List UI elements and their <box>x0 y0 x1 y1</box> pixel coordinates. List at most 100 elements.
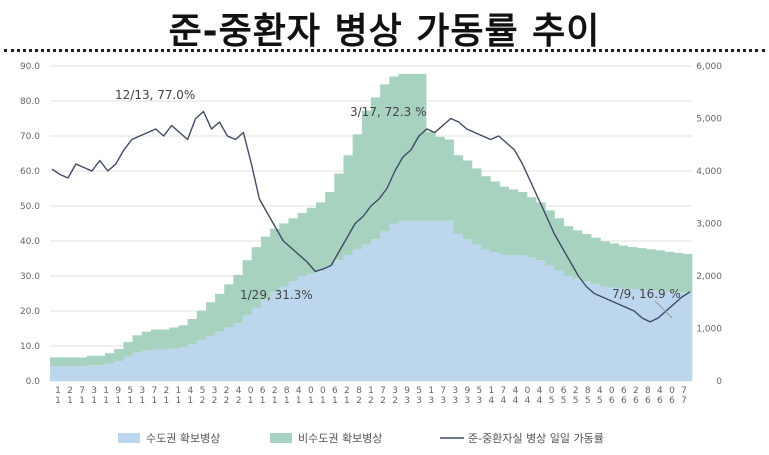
x-tick-label: 1 <box>188 396 194 406</box>
x-tick-label: 1 <box>248 396 254 406</box>
bar-capital-area <box>279 286 289 381</box>
x-tick-label: 4 <box>489 396 495 406</box>
y-left-tick-label: 70.0 <box>20 132 40 142</box>
legend-swatch <box>270 433 292 443</box>
y-right-tick-label: 1,000 <box>696 325 722 335</box>
bar-capital-area <box>288 281 299 381</box>
bar-non-capital-area <box>123 342 133 357</box>
x-tick-label: 4 <box>657 386 663 396</box>
bar-capital-area <box>435 220 445 381</box>
bar-non-capital-area <box>77 357 88 367</box>
bar-capital-area <box>361 244 372 381</box>
x-tick-label: 7 <box>501 386 507 396</box>
x-tick-label: 6 <box>621 386 627 396</box>
y-left-tick-label: 0.0 <box>26 377 41 387</box>
x-tick-label: 2 <box>573 386 579 396</box>
bar-non-capital-area <box>655 250 665 291</box>
bar-capital-area <box>453 234 464 381</box>
bar-capital-area <box>242 315 253 381</box>
annotation-leader <box>654 300 673 319</box>
y-left-tick-label: 60.0 <box>20 167 40 177</box>
bar-non-capital-area <box>224 284 234 328</box>
bar-capital-area <box>50 366 60 381</box>
x-tick-label: 8 <box>356 386 362 396</box>
x-tick-label: 6 <box>657 396 663 406</box>
bar-non-capital-area <box>260 236 271 300</box>
bar-capital-area <box>334 260 344 381</box>
bar-capital-area <box>536 260 546 381</box>
x-tick-label: 1 <box>55 386 61 396</box>
bar-non-capital-area <box>435 136 445 221</box>
bar-capital-area <box>563 276 574 381</box>
bar-capital-area <box>673 292 684 381</box>
y-left-tick-label: 40.0 <box>20 237 40 247</box>
x-tick-label: 0 <box>609 386 615 396</box>
x-tick-label: 5 <box>561 396 567 406</box>
bar-capital-area <box>609 287 620 381</box>
annotation-label: 3/17, 72.3 % <box>350 105 427 119</box>
bar-non-capital-area <box>343 155 354 255</box>
bar-non-capital-area <box>682 253 693 293</box>
x-tick-label: 8 <box>645 386 651 396</box>
bar-capital-area <box>481 249 491 381</box>
x-tick-label: 2 <box>224 396 230 406</box>
bar-non-capital-area <box>444 139 454 221</box>
bar-capital-area <box>655 290 665 381</box>
x-tick-label: 5 <box>416 386 422 396</box>
bar-non-capital-area <box>572 230 583 279</box>
x-tick-label: 1 <box>115 396 121 406</box>
x-tick-label: 1 <box>320 396 326 406</box>
x-tick-label: 2 <box>200 396 206 406</box>
x-tick-label: 4 <box>188 386 194 396</box>
x-tick-label: 1 <box>103 396 109 406</box>
x-tick-label: 1 <box>332 396 338 406</box>
x-tick-label: 5 <box>585 396 591 406</box>
x-tick-label: 1 <box>103 386 109 396</box>
bar-non-capital-area <box>462 160 473 240</box>
x-tick-label: 1 <box>489 386 495 396</box>
y-left-tick-label: 90.0 <box>20 62 40 72</box>
page-title: 준-중환자 병상 가동률 추이 <box>168 11 601 52</box>
bar-capital-area <box>490 252 500 381</box>
x-tick-label: 1 <box>284 396 290 406</box>
bar-non-capital-area <box>545 210 555 266</box>
x-tick-label: 5 <box>549 396 555 406</box>
x-tick-label: 3 <box>476 396 482 406</box>
x-tick-label: 5 <box>127 386 133 396</box>
x-tick-label: 3 <box>428 396 434 406</box>
x-tick-label: 4 <box>525 396 531 406</box>
bar-capital-area <box>591 283 601 381</box>
x-tick-label: 5 <box>200 386 206 396</box>
bar-non-capital-area <box>627 247 638 290</box>
x-tick-label: 1 <box>139 396 145 406</box>
x-tick-label: 3 <box>404 396 410 406</box>
bar-non-capital-area <box>490 181 500 253</box>
annotation-label: 12/13, 77.0% <box>115 88 195 102</box>
bar-capital-area <box>554 270 564 381</box>
bar-non-capital-area <box>673 252 684 293</box>
x-tick-label: 3 <box>440 396 446 406</box>
bar-non-capital-area <box>508 189 519 255</box>
bar-capital-area <box>325 265 335 381</box>
x-tick-label: 3 <box>392 386 398 396</box>
bar-non-capital-area <box>68 357 78 367</box>
bar-capital-area <box>270 291 280 381</box>
x-tick-label: 7 <box>681 396 687 406</box>
x-tick-label: 1 <box>151 396 157 406</box>
x-tick-label: 1 <box>260 396 266 406</box>
x-tick-label: 5 <box>597 396 603 406</box>
x-tick-label: 7 <box>440 386 446 396</box>
bar-non-capital-area <box>481 176 491 250</box>
x-tick-label: 6 <box>561 386 567 396</box>
bar-capital-area <box>646 290 656 381</box>
bar-capital-area <box>251 307 262 381</box>
bar-capital-area <box>59 366 69 381</box>
x-tick-label: 4 <box>296 386 302 396</box>
bar-capital-area <box>600 286 610 381</box>
bar-capital-area <box>371 239 381 381</box>
y-right-tick-label: 5,000 <box>696 115 722 125</box>
x-tick-label: 6 <box>633 396 639 406</box>
x-tick-label: 6 <box>645 396 651 406</box>
bar-capital-area <box>169 348 179 381</box>
